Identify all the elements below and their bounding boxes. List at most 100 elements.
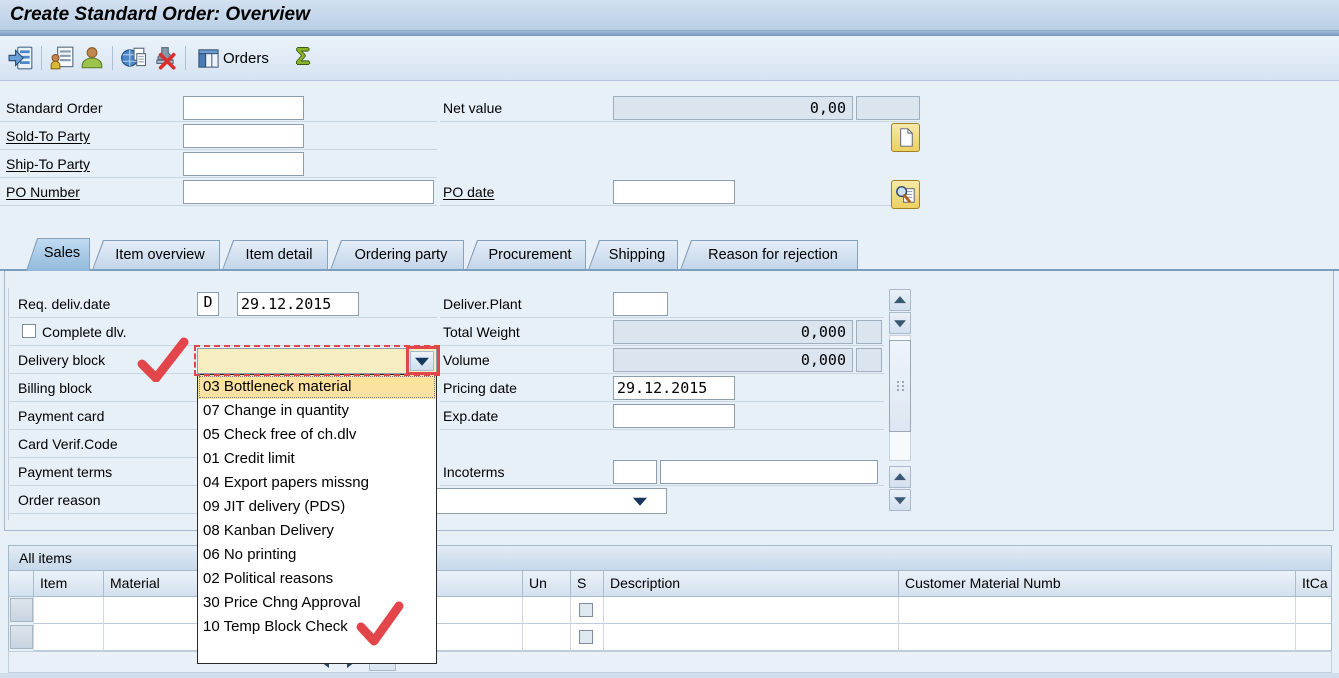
title-divider (0, 31, 1339, 36)
create-document-button[interactable] (891, 123, 920, 152)
tab-procurement[interactable]: Procurement (466, 240, 586, 270)
display-document-header-icon[interactable] (49, 45, 75, 71)
req-deliv-date-field[interactable] (237, 292, 359, 316)
sold-to-party-label[interactable]: Sold-To Party (6, 128, 91, 144)
cell-itca[interactable] (1296, 624, 1332, 651)
scroll-up-button-lower[interactable] (889, 466, 911, 488)
cell-item[interactable] (34, 624, 104, 651)
row-separator (440, 429, 884, 430)
cell-s[interactable] (571, 624, 604, 651)
cell-description[interactable] (604, 597, 899, 624)
ship-to-party-label[interactable]: Ship-To Party (6, 156, 91, 172)
cell-item[interactable] (34, 597, 104, 624)
req-deliv-date-type-field[interactable]: D (197, 292, 219, 316)
tab-reason-for-rejection[interactable]: Reason for rejection (680, 240, 858, 270)
row-selector-button[interactable] (10, 598, 33, 622)
dropdown-option[interactable]: 01 Credit limit (203, 450, 295, 467)
scroll-down-button[interactable] (889, 312, 911, 334)
cell-un[interactable] (523, 624, 571, 651)
incoterms-text-field[interactable] (660, 460, 878, 484)
dropdown-option[interactable]: 02 Political reasons (203, 570, 334, 587)
total-weight-field: 0,000 (613, 320, 853, 344)
page-title: Create Standard Order: Overview (10, 4, 310, 25)
column-header-description[interactable]: Description (604, 571, 899, 597)
dropdown-option[interactable]: 03 Bottleneck material (198, 375, 436, 399)
complete-dlv-label: Complete dlv. (42, 324, 127, 340)
total-weight-unit-field (856, 320, 882, 344)
dropdown-option[interactable]: 06 No printing (203, 546, 297, 563)
ship-to-party-field[interactable] (183, 152, 304, 176)
tab-sales[interactable]: Sales (26, 238, 90, 271)
cell-hidden[interactable] (241, 597, 523, 624)
reject-stamp-icon[interactable] (152, 45, 178, 71)
cell-customer-material[interactable] (899, 597, 1296, 624)
cell-s[interactable] (571, 597, 604, 624)
sum-sigma-icon[interactable]: Σ (296, 43, 310, 69)
dropdown-option[interactable]: 04 Export papers missng (203, 474, 369, 491)
cell-hidden[interactable] (241, 624, 523, 651)
dropdown-option[interactable]: 10 Temp Block Check (203, 618, 348, 635)
tab-ordering-party[interactable]: Ordering party (330, 240, 464, 270)
tab-label: Item detail (245, 247, 313, 263)
s-checkbox[interactable] (579, 603, 593, 617)
order-reason-label: Order reason (18, 492, 101, 508)
standard-order-field[interactable] (183, 96, 304, 120)
dropdown-option[interactable]: 07 Change in quantity (203, 402, 349, 419)
column-header-selector[interactable] (9, 571, 34, 597)
incoterms-code-field[interactable] (613, 460, 657, 484)
incoterms-label: Incoterms (443, 464, 505, 480)
dropdown-option[interactable]: 30 Price Chng Approval (203, 594, 361, 611)
column-header-s[interactable]: S (571, 571, 604, 597)
po-date-field[interactable] (613, 180, 735, 204)
exp-date-field[interactable] (613, 404, 735, 428)
tab-item-overview[interactable]: Item overview (92, 240, 220, 270)
tab-shipping[interactable]: Shipping (588, 240, 678, 270)
s-checkbox[interactable] (579, 630, 593, 644)
deliver-plant-field[interactable] (613, 292, 668, 316)
dropdown-option[interactable]: 05 Check free of ch.dlv (203, 426, 357, 443)
column-header-hidden[interactable] (241, 571, 523, 597)
delivery-block-combobox[interactable] (197, 348, 437, 374)
order-reason-dropdown-arrow[interactable] (628, 491, 652, 511)
po-number-field[interactable] (183, 180, 434, 204)
row-selector-button[interactable] (10, 625, 33, 649)
orders-overview-icon[interactable] (120, 45, 146, 71)
scroll-up-button[interactable] (889, 289, 911, 311)
cell-description[interactable] (604, 624, 899, 651)
tab-label: Reason for rejection (708, 247, 838, 263)
thumb-grip-icon (897, 381, 899, 383)
column-header-item[interactable]: Item (34, 571, 104, 597)
pricing-date-field[interactable] (613, 376, 735, 400)
column-header-un[interactable]: Un (523, 571, 571, 597)
search-button[interactable] (891, 180, 920, 209)
cell-un[interactable] (523, 597, 571, 624)
orders-button[interactable]: Orders (193, 44, 273, 72)
total-weight-label: Total Weight (443, 324, 520, 340)
dropdown-option[interactable]: 09 JIT delivery (PDS) (203, 498, 346, 515)
tab-label: Procurement (488, 247, 572, 263)
complete-dlv-checkbox[interactable] (22, 324, 36, 338)
po-number-label[interactable]: PO Number (6, 184, 80, 200)
exit-icon[interactable] (8, 45, 34, 71)
net-value-currency-field (856, 96, 920, 120)
column-header-customer-material[interactable]: Customer Material Numb (899, 571, 1296, 597)
sold-to-party-icon[interactable] (79, 45, 105, 71)
sold-to-party-field[interactable] (183, 124, 304, 148)
cell-itca[interactable] (1296, 597, 1332, 624)
cell-customer-material[interactable] (899, 624, 1296, 651)
delivery-block-dropdown-list: 03 Bottleneck material 07 Change in quan… (197, 374, 437, 664)
po-date-label[interactable]: PO date (443, 184, 495, 200)
net-value-field: 0,00 (613, 96, 853, 120)
delivery-block-dropdown-arrow[interactable] (410, 351, 434, 371)
column-header-itca[interactable]: ItCa (1302, 575, 1328, 591)
tab-item-detail[interactable]: Item detail (222, 240, 328, 270)
scrollbar-thumb[interactable] (889, 340, 911, 432)
dropdown-option[interactable]: 08 Kanban Delivery (203, 522, 334, 539)
scroll-down-button-lower[interactable] (889, 489, 911, 511)
title-bar: Create Standard Order: Overview (0, 0, 1339, 31)
tab-label: Sales (43, 245, 81, 261)
volume-field: 0,000 (613, 348, 853, 372)
row-separator (8, 317, 437, 318)
toolbar-separator (185, 46, 186, 70)
